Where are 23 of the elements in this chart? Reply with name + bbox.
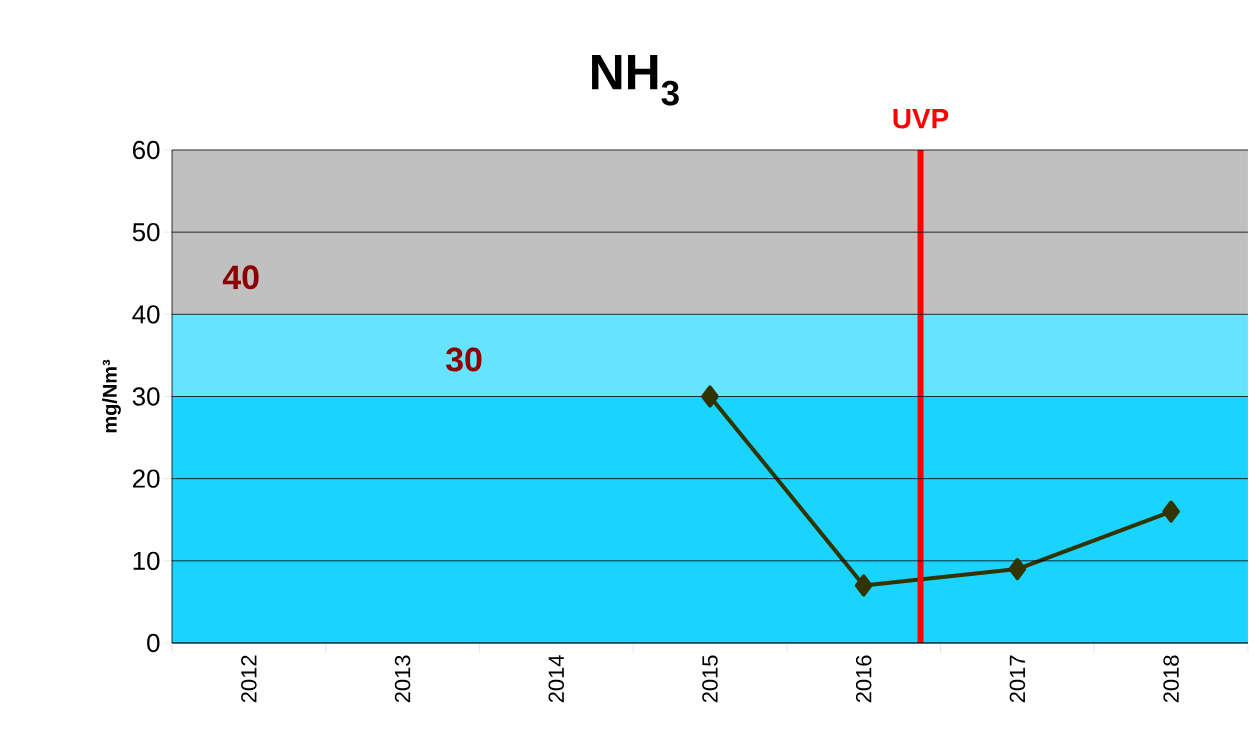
x-tick-label: 2013 <box>394 655 411 703</box>
y-axis-title: mg/Nm³ <box>102 359 121 433</box>
y-tick-label: 40 <box>132 305 160 324</box>
band-label: 40 <box>222 265 259 290</box>
y-tick-label: 0 <box>147 633 160 653</box>
point <box>1162 500 1180 523</box>
y-tick-label: 20 <box>132 469 160 488</box>
x-tick-label: 2018 <box>1163 655 1179 703</box>
point <box>1008 558 1027 581</box>
x-tick-label: 2014 <box>548 655 565 703</box>
chart-title: NH$_{3}$ <box>592 55 679 106</box>
point <box>701 385 719 408</box>
y-tick-label: 30 <box>132 387 160 406</box>
y-tick-label: 60 <box>133 140 160 160</box>
x-tick-label: 2016 <box>855 655 872 703</box>
y-tick-label: 50 <box>132 222 160 242</box>
band-label: 30 <box>445 347 482 372</box>
x-tick-label: 2012 <box>241 655 257 703</box>
point <box>854 574 873 597</box>
ref-line-label: UVP <box>893 109 949 129</box>
x-tick-label: 2017 <box>1009 655 1026 703</box>
y-tick-label: 10 <box>133 551 160 570</box>
x-tick-label: 2015 <box>702 655 718 703</box>
